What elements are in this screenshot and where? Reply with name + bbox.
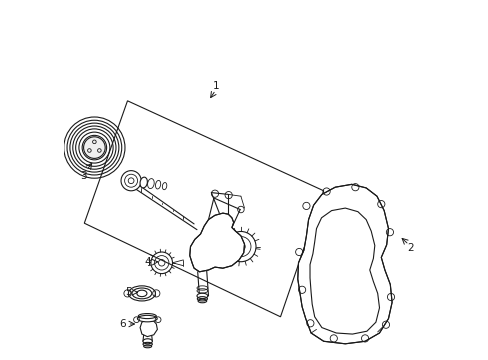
Text: 1: 1	[212, 81, 219, 91]
Polygon shape	[297, 184, 391, 344]
Polygon shape	[189, 213, 244, 272]
Text: 5: 5	[125, 287, 132, 297]
Text: 2: 2	[406, 243, 412, 253]
Polygon shape	[140, 320, 157, 337]
Ellipse shape	[128, 286, 155, 301]
Ellipse shape	[197, 293, 207, 299]
Ellipse shape	[222, 233, 234, 242]
Text: 4: 4	[144, 257, 151, 267]
Circle shape	[121, 171, 141, 191]
Circle shape	[83, 137, 105, 158]
Ellipse shape	[140, 177, 147, 188]
Ellipse shape	[137, 315, 157, 322]
Ellipse shape	[142, 339, 152, 344]
Text: 6: 6	[119, 319, 125, 329]
Text: 3: 3	[80, 171, 86, 181]
